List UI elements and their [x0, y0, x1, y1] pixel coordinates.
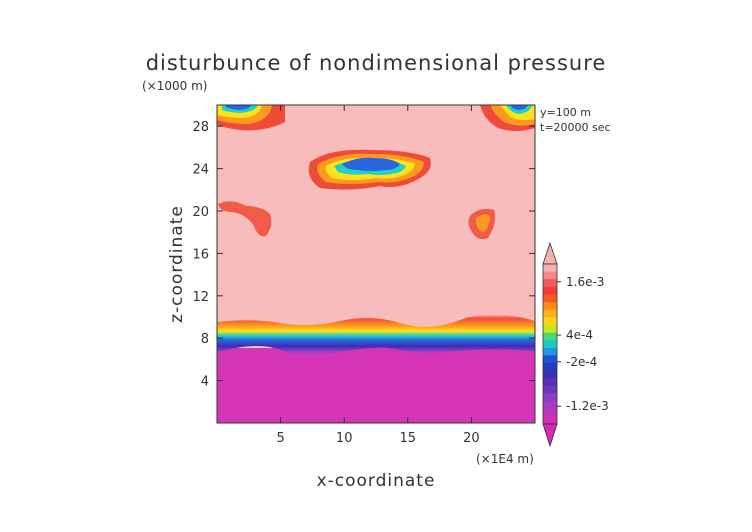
colorbar-segment [543, 363, 557, 372]
transition-band [217, 314, 535, 356]
colorbar-segment [543, 355, 557, 364]
colorbar-segment [543, 279, 557, 288]
y-tick-label: 20 [192, 205, 209, 220]
colorbar-segment [543, 309, 557, 318]
y-tick-label: 12 [192, 290, 209, 305]
colorbar-tick-label: 4e-4 [566, 328, 593, 342]
top-left-disturbance [217, 105, 285, 131]
colorbar-segment [543, 370, 557, 379]
x-axis-label: x-coordinate [317, 471, 436, 491]
annotation-y: y=100 m [540, 106, 591, 119]
plot-frame [216, 104, 536, 424]
colorbar-tick-label: -2e-4 [566, 355, 597, 369]
colorbar-segment [543, 317, 557, 326]
colorbar-segment [543, 286, 557, 295]
colorbar-frame [542, 263, 558, 425]
top-right-disturbance [480, 105, 535, 131]
x-axis-unit: (×1E4 m) [476, 452, 534, 466]
x-axis-ticks: 5 10 15 20 [276, 105, 480, 446]
colorbar-segment [543, 340, 557, 349]
colorbar-segment [543, 324, 557, 334]
chart-title: disturbunce of nondimensional pressure [146, 51, 607, 75]
colorbar-tick-label: 1.6e-3 [566, 275, 604, 289]
colorbar-segment [543, 385, 557, 395]
x-tick-label: 10 [336, 431, 353, 446]
colorbar-segment [543, 393, 557, 402]
colorbar-segment [543, 294, 557, 303]
y-tick-label: 8 [201, 332, 209, 347]
colorbar: 1.6e-3 4e-4 -2e-4 -1.2e-3 [542, 241, 609, 448]
mid-disturbance-patch [308, 149, 431, 190]
y-axis-ticks: 4 8 12 16 20 24 28 [192, 120, 535, 390]
left-small-patch [218, 201, 272, 237]
colorbar-segment [543, 264, 557, 273]
right-small-patch-inner [476, 214, 490, 232]
y-axis-unit: (×1000 m) [142, 79, 207, 93]
colorbar-segment [543, 408, 557, 417]
plot-area [217, 105, 535, 423]
x-tick-label: 20 [463, 431, 480, 446]
colorbar-tick-label: -1.2e-3 [566, 399, 609, 413]
y-axis-label: z-coordinate [167, 205, 187, 323]
y-tick-label: 16 [192, 247, 209, 262]
colorbar-segment [543, 332, 557, 341]
x-tick-label: 5 [276, 431, 284, 446]
colorbar-segment [543, 378, 557, 387]
x-tick-label: 15 [400, 431, 417, 446]
y-tick-label: 28 [192, 120, 209, 135]
colorbar-bottom-triangle [542, 423, 558, 448]
colorbar-segment [543, 271, 557, 280]
y-tick-label: 4 [201, 375, 209, 390]
colorbar-segment [543, 302, 557, 311]
colorbar-top-triangle [542, 241, 558, 265]
colorbar-segment [543, 401, 557, 410]
annotation-t: t=20000 sec [540, 121, 611, 134]
colorbar-segment [543, 416, 557, 425]
y-tick-label: 24 [192, 163, 209, 178]
lower-negative-region [217, 348, 535, 423]
colorbar-segment [543, 347, 557, 356]
